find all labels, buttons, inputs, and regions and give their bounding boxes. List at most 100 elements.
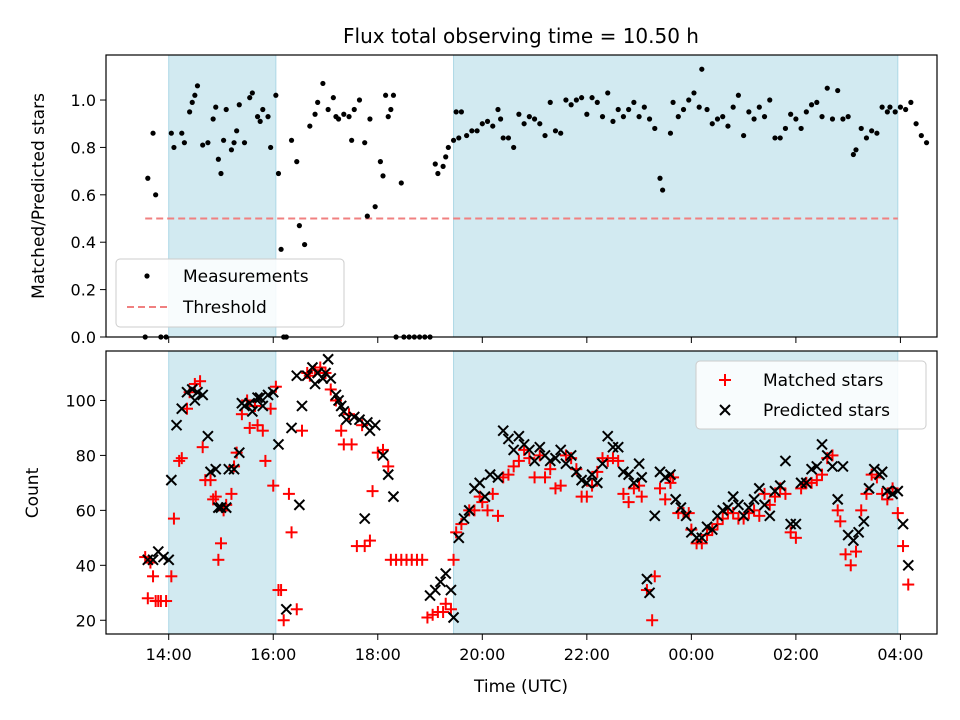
matched-star-point: [447, 553, 460, 566]
measurement-point: [464, 132, 470, 139]
predicted-star-point: [434, 576, 447, 588]
predicted-star-point: [675, 501, 687, 514]
predicted-star-point: [837, 460, 849, 473]
measurement-point: [691, 90, 697, 96]
predicted-star-point: [325, 372, 337, 385]
matched-star-point: [267, 479, 280, 492]
measurement-point: [278, 246, 284, 252]
matched-star-point: [834, 515, 847, 528]
predicted-star-point: [586, 468, 598, 481]
measurement-point: [187, 109, 193, 115]
predicted-star-point: [897, 518, 909, 530]
matched-star-point: [659, 493, 672, 506]
measurement-point: [699, 66, 705, 72]
measurement-point: [168, 130, 174, 136]
predicted-star-point: [163, 554, 175, 566]
predicted-star-point: [502, 433, 515, 445]
predicted-star-point: [233, 446, 245, 459]
measurement-point: [675, 114, 681, 120]
measurement-point: [704, 106, 710, 113]
x-tick-label: 00:00: [668, 645, 714, 664]
measurement-point: [312, 111, 318, 117]
matched-star-point: [502, 468, 515, 481]
predicted-star-point: [361, 416, 374, 429]
predicted-star-point: [447, 611, 460, 624]
predicted-star-point: [753, 482, 766, 495]
measurement-point: [440, 163, 446, 169]
matched-star-point: [789, 531, 802, 544]
matched-star-point: [421, 611, 434, 624]
measurement-point: [236, 102, 242, 108]
y-tick-label: 80: [76, 446, 96, 465]
measurement-point: [782, 125, 789, 132]
predicted-star-point: [902, 559, 914, 572]
count-panel: 20 40 60 80 100 14:00 16:00 18:00 20:00 22:00 00:…: [23, 350, 938, 697]
predicted-star-point: [507, 444, 520, 456]
matched-star-point: [175, 452, 188, 465]
predicted-star-point: [445, 584, 457, 596]
measurement-point: [268, 144, 274, 151]
measurement-point: [247, 95, 253, 101]
predicted-star-point: [821, 449, 833, 462]
predicted-legend-label: Predicted stars: [763, 401, 890, 421]
matched-star-point: [897, 540, 910, 553]
predicted-star-point: [338, 405, 350, 418]
predicted-star-point: [223, 463, 235, 475]
predicted-star-point: [774, 479, 786, 492]
measurement-point: [803, 109, 809, 115]
predicted-star-point: [641, 573, 653, 585]
predicted-star-point: [296, 400, 308, 412]
measurement-point: [788, 111, 794, 117]
measurement-point: [667, 130, 674, 136]
matched-star-point: [748, 504, 761, 517]
measurement-point: [657, 175, 663, 181]
matched-star-point: [363, 534, 376, 547]
measurement-point: [746, 109, 752, 115]
measurement-point: [320, 80, 326, 87]
x-tick-label: 22:00: [564, 645, 610, 664]
predicted-star-point: [581, 477, 593, 489]
measurement-point: [808, 102, 815, 108]
y-tick-label: 40: [76, 556, 96, 575]
matched-star-point: [277, 614, 290, 627]
measurement-point: [484, 118, 491, 124]
measurement-point: [824, 85, 830, 91]
y-tick-label: 0.0: [71, 328, 96, 347]
measurement-point: [636, 114, 642, 120]
measurement-point: [772, 135, 778, 141]
matched-star-point: [212, 553, 225, 566]
predicted-star-point: [696, 532, 708, 544]
measurement-point: [260, 106, 266, 113]
matched-star-point: [635, 490, 648, 503]
measurement-point: [210, 116, 216, 122]
predicted-star-point: [748, 493, 760, 506]
measurement-point: [249, 90, 255, 96]
measurement-point: [205, 140, 211, 146]
predicted-star-point: [758, 499, 771, 511]
matched-star-point: [491, 509, 504, 522]
matched-star-point: [358, 540, 371, 553]
predicted-star-point: [847, 534, 860, 547]
measurement-point: [445, 144, 451, 151]
matched-star-point: [173, 454, 186, 467]
measurement-point: [652, 125, 658, 132]
measurement-point: [829, 116, 836, 122]
matched-star-point: [549, 482, 562, 495]
measurement-point: [696, 104, 702, 110]
matched-star-point: [646, 614, 659, 627]
measurement-point: [908, 99, 914, 105]
matched-star-point: [606, 452, 619, 465]
measurements-legend-label: Measurements: [183, 267, 309, 287]
measurement-point: [840, 116, 846, 122]
matched-star-point: [831, 504, 844, 517]
measurement-point: [869, 128, 875, 134]
matched-star-point: [586, 479, 599, 492]
measurement-point: [725, 123, 731, 129]
measurement-point: [563, 97, 569, 103]
predicted-star-point: [764, 510, 776, 522]
measurement-point: [584, 111, 590, 117]
measurement-point: [220, 137, 227, 143]
predicted-star-point: [202, 430, 214, 442]
predicted-star-point: [210, 463, 222, 475]
y-tick-label: 0.8: [71, 138, 96, 157]
